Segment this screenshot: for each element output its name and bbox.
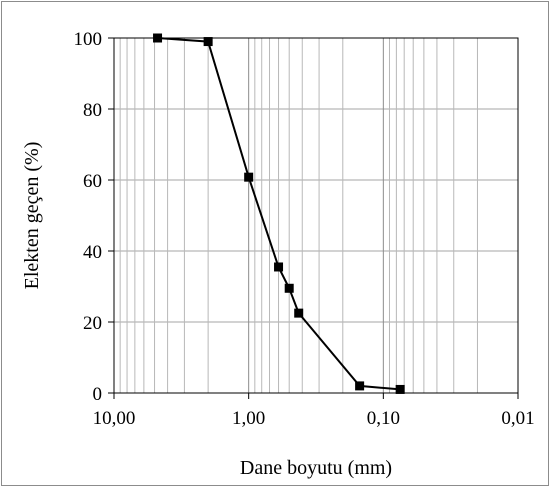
axis-ticks <box>108 37 519 399</box>
data-point-marker <box>203 37 213 47</box>
y-tick-label: 100 <box>74 29 103 50</box>
data-point-marker <box>153 33 163 43</box>
data-point-marker <box>244 172 254 182</box>
y-axis-tick-labels: 0 20 40 60 80 100 <box>74 29 103 405</box>
y-tick-label: 60 <box>83 171 102 192</box>
data-point-marker <box>395 384 405 394</box>
x-axis-title: Dane boyutu (mm) <box>240 457 392 479</box>
data-point-marker <box>294 308 304 318</box>
series-line <box>157 37 401 391</box>
y-axis-title: Elekten geçen (%) <box>21 142 43 290</box>
series-markers <box>153 33 405 394</box>
x-tick-label: 0,10 <box>367 408 400 429</box>
grid-lines <box>114 38 518 393</box>
x-tick-label: 0,01 <box>501 408 534 429</box>
y-tick-label: 20 <box>83 313 102 334</box>
y-tick-label: 80 <box>83 100 102 121</box>
data-point-marker <box>284 283 294 293</box>
plot-area-border <box>113 37 519 394</box>
x-axis-tick-labels: 10,00 1,00 0,10 0,01 <box>93 408 535 429</box>
x-tick-label: 10,00 <box>93 408 136 429</box>
data-point-marker <box>355 381 365 391</box>
y-tick-label: 40 <box>83 242 102 263</box>
y-tick-label: 0 <box>93 384 103 405</box>
x-tick-label: 1,00 <box>232 408 265 429</box>
data-point-marker <box>274 262 284 272</box>
